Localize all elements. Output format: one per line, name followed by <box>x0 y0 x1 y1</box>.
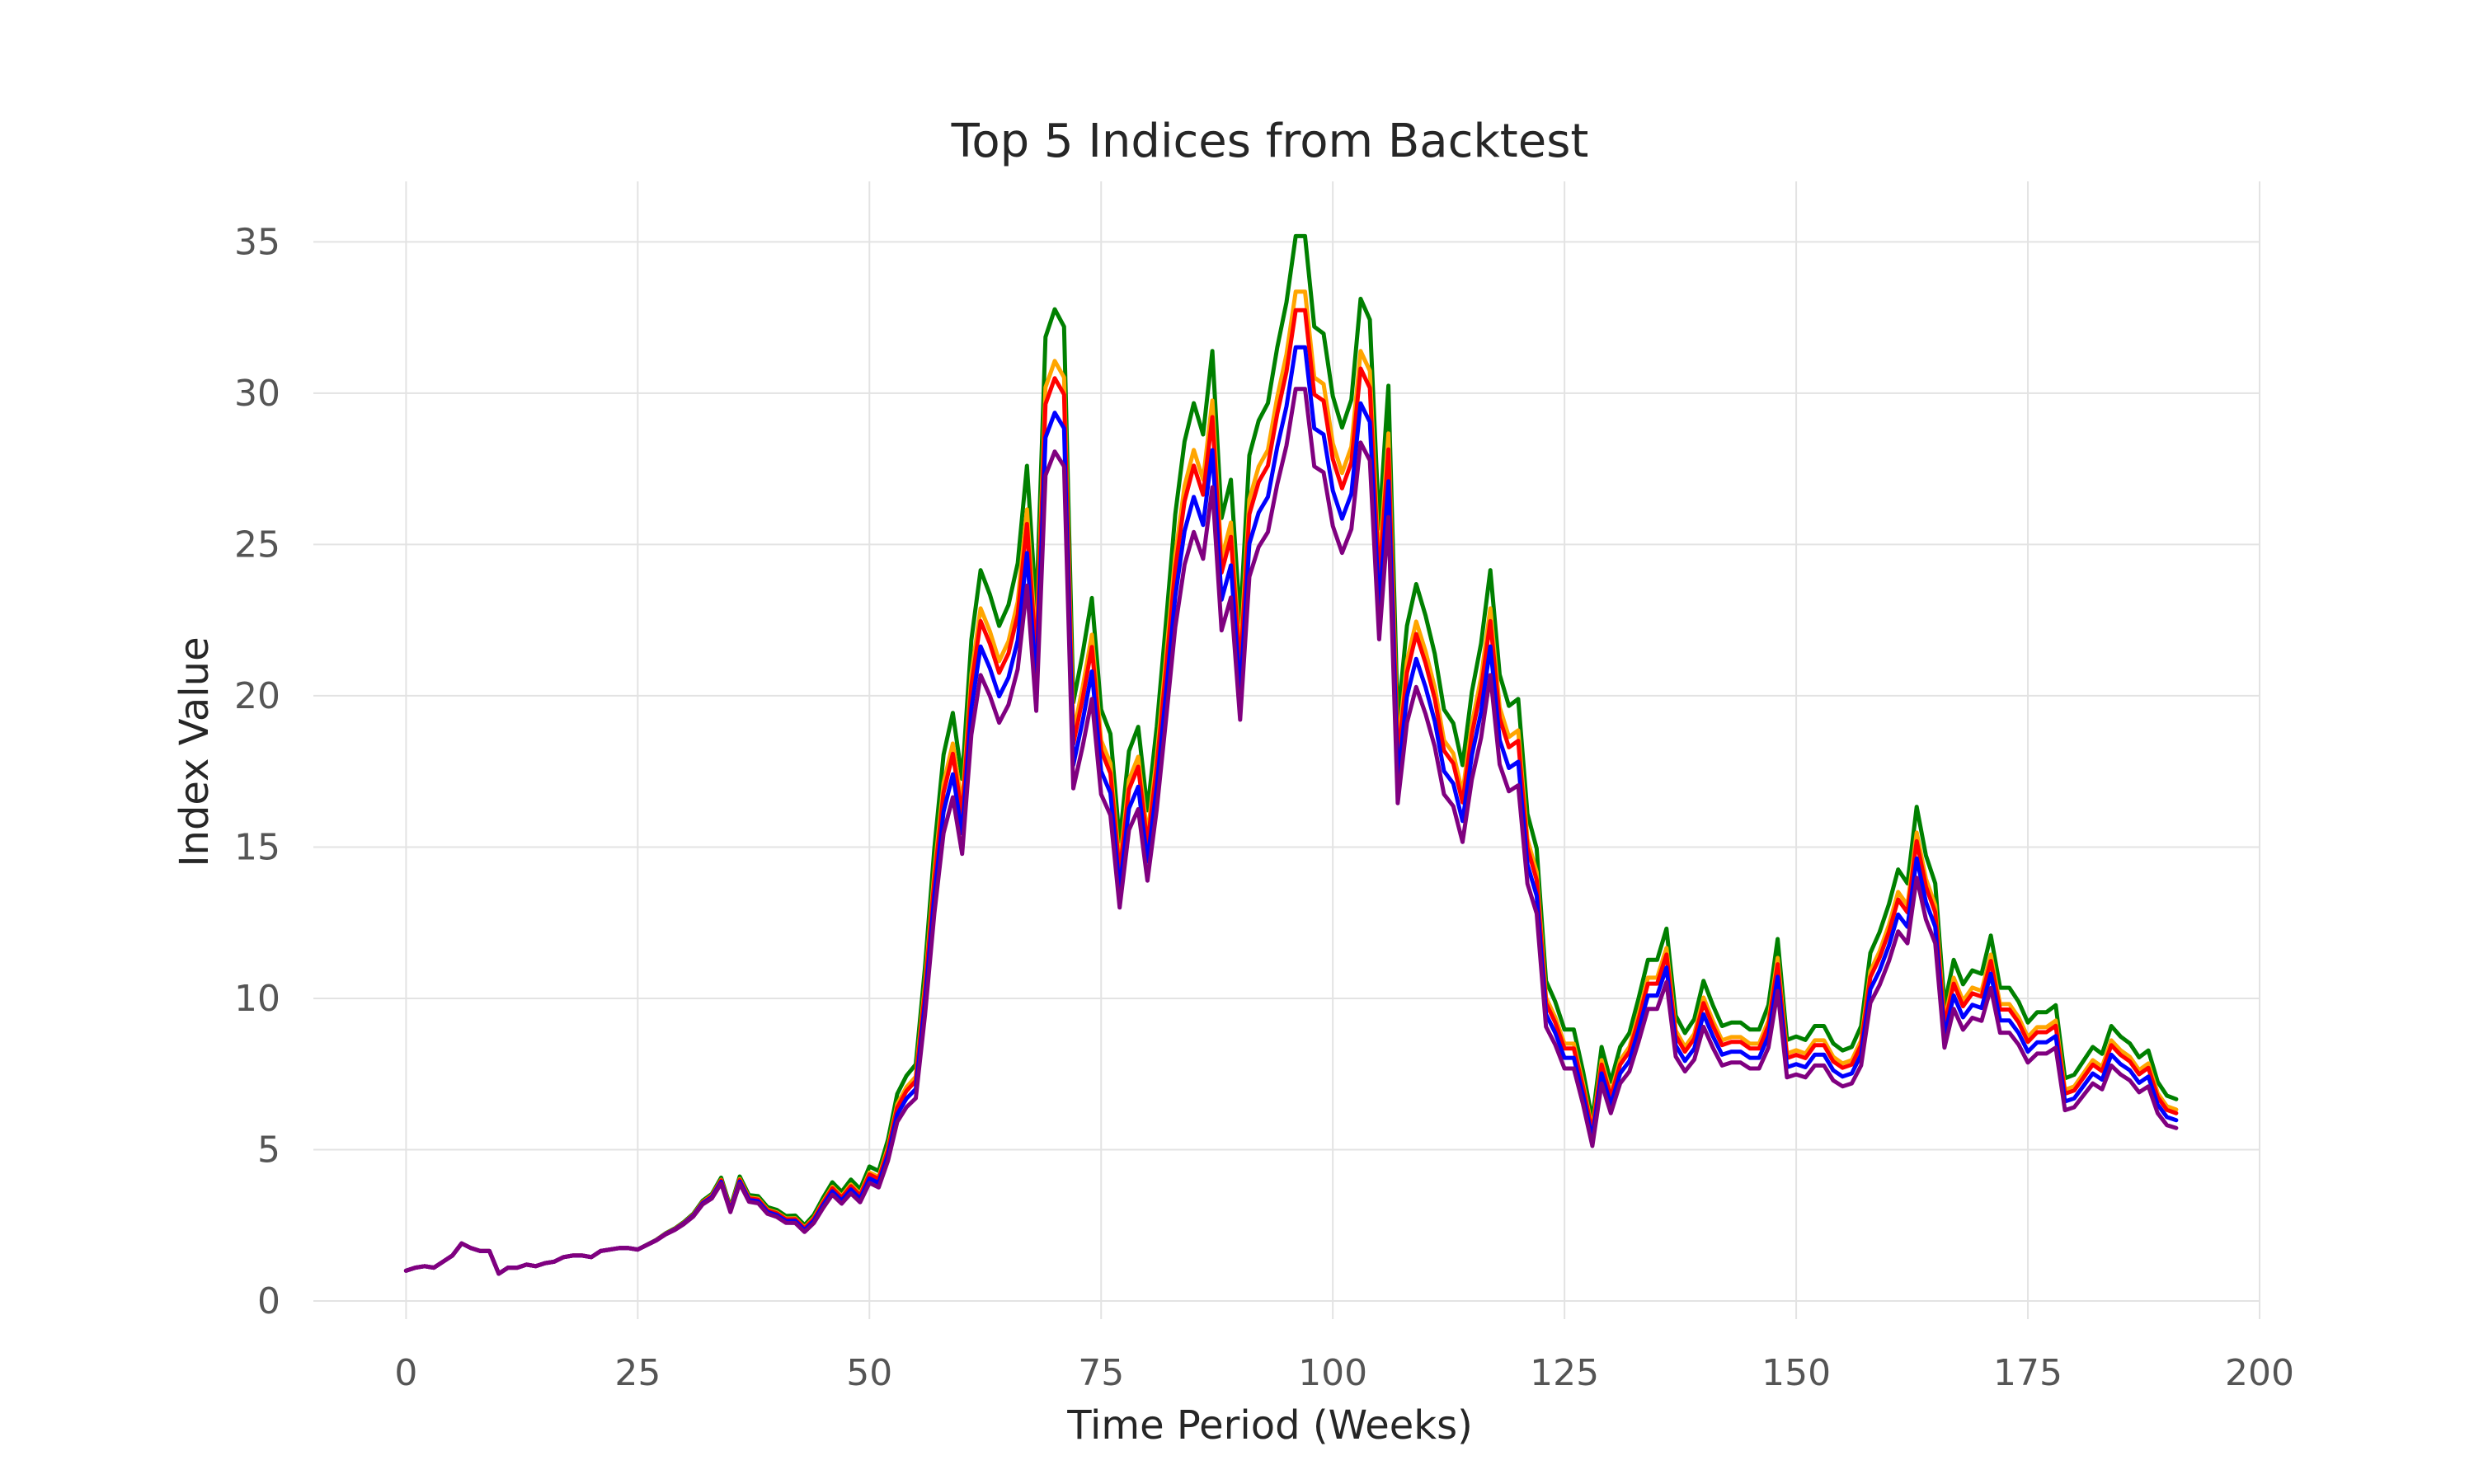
y-tick-label: 25 <box>234 524 280 566</box>
x-axis-label: Time Period (Weeks) <box>1066 1402 1473 1449</box>
y-tick-label: 20 <box>234 675 280 717</box>
series-line-4 <box>403 345 2179 1276</box>
y-tick-label: 30 <box>234 373 280 415</box>
x-tick-label: 75 <box>1078 1352 1124 1394</box>
x-tick-label: 100 <box>1298 1352 1367 1394</box>
chart-title: Top 5 Indices from Backtest <box>951 115 1589 168</box>
y-tick-label: 15 <box>234 826 280 868</box>
x-tick-label: 0 <box>394 1352 417 1394</box>
series-line-5 <box>403 387 2179 1276</box>
x-tick-label: 50 <box>846 1352 892 1394</box>
x-tick-label: 200 <box>2225 1352 2294 1394</box>
tick-labels: 0 25 50 75 100 125 150 175 200 0 5 10 15 20 25 30 35 <box>234 221 2294 1394</box>
series-line-2 <box>403 289 2179 1276</box>
y-axis-label: Index Value <box>172 636 218 866</box>
series-line-1 <box>403 233 2179 1276</box>
grid-lines <box>313 181 2260 1319</box>
x-tick-label: 25 <box>614 1352 661 1394</box>
series-lines <box>403 233 2179 1276</box>
y-tick-label: 10 <box>234 978 280 1020</box>
y-tick-label: 0 <box>257 1280 280 1322</box>
y-tick-label: 35 <box>234 221 280 263</box>
x-tick-label: 175 <box>1993 1352 2062 1394</box>
y-tick-label: 5 <box>257 1129 280 1171</box>
series-line-3 <box>403 308 2179 1276</box>
x-tick-label: 150 <box>1761 1352 1831 1394</box>
x-tick-label: 125 <box>1530 1352 1599 1394</box>
